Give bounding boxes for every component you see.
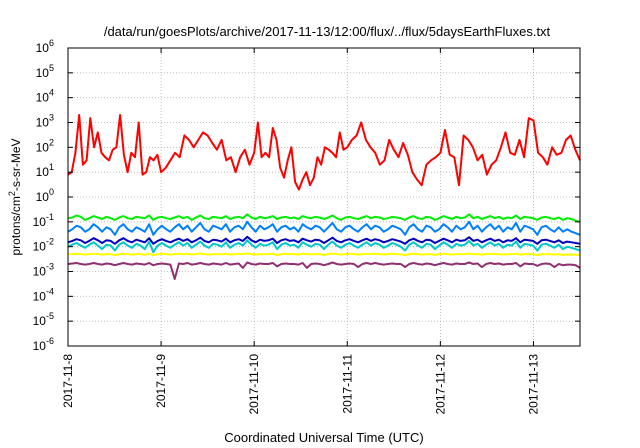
y-axis-label-rest: -s-sr-MeV xyxy=(9,138,23,191)
y-tick-label-exp: -4 xyxy=(46,286,54,296)
series-line-0 xyxy=(67,114,581,191)
y-tick-label: 10-6 xyxy=(33,336,54,353)
y-axis-label: protons/cm2-s-sr-MeV xyxy=(7,138,23,255)
x-tick-label: 2017-11-13 xyxy=(526,354,540,415)
x-axis-label: Coordinated Universal Time (UTC) xyxy=(224,430,423,445)
series-line-1 xyxy=(67,213,581,223)
y-tick-label-base: 10 xyxy=(36,91,50,105)
y-tick-label-base: 10 xyxy=(36,116,50,130)
y-tick-label-base: 10 xyxy=(33,289,47,303)
x-tick-label: 2017-11-12 xyxy=(433,354,447,415)
x-axis-ticks: 2017-11-8 2017-11-9 2017-11-10 2017-11-11 20… xyxy=(61,48,540,415)
x-tick-label: 2017-11-11 xyxy=(340,354,354,414)
y-tick-label-exp: 5 xyxy=(49,63,54,73)
y-tick-label: 106 xyxy=(36,38,54,55)
y-tick-label: 103 xyxy=(36,113,54,130)
series-line-2 xyxy=(67,220,581,236)
y-tick-label-exp: -3 xyxy=(46,262,54,272)
y-tick-label: 105 xyxy=(36,63,54,80)
y-tick-label-base: 10 xyxy=(33,215,47,229)
series-line-4 xyxy=(67,235,581,245)
y-tick-label: 10-5 xyxy=(33,311,54,328)
x-tick-label: 2017-11-10 xyxy=(247,354,261,415)
chart-title: /data/run/goesPlots/archive/2017-11-13/1… xyxy=(104,24,551,39)
y-tick-label: 104 xyxy=(36,88,54,105)
series-line-6 xyxy=(67,261,581,280)
y-tick-label: 100 xyxy=(36,187,54,204)
y-tick-label-exp: -2 xyxy=(46,237,54,247)
y-tick-label-base: 10 xyxy=(36,190,50,204)
y-tick-label: 101 xyxy=(36,162,54,179)
y-axis-ticks: 10-610-510-410-310-210-11001011021031041… xyxy=(33,38,580,353)
y-axis-label-sup: 2 xyxy=(7,191,17,196)
x-tick-label: 2017-11-9 xyxy=(154,354,168,408)
y-tick-label: 10-2 xyxy=(33,237,54,254)
series-line-5 xyxy=(68,252,581,257)
y-tick-label: 10-1 xyxy=(33,212,54,229)
y-tick-label-exp: 0 xyxy=(49,187,54,197)
y-tick-label: 10-3 xyxy=(33,262,54,279)
y-tick-label-exp: 6 xyxy=(49,38,54,48)
y-tick-label-base: 10 xyxy=(36,66,50,80)
y-tick-label-exp: -5 xyxy=(46,311,54,321)
x-tick-label: 2017-11-8 xyxy=(61,354,75,408)
series-layer xyxy=(67,114,581,280)
y-tick-label-exp: 4 xyxy=(49,88,54,98)
grid-lines xyxy=(68,48,580,346)
y-tick-label-base: 10 xyxy=(33,265,47,279)
y-tick-label-exp: 2 xyxy=(49,137,54,147)
y-tick-label: 102 xyxy=(36,137,54,154)
y-tick-label: 10-4 xyxy=(33,286,54,303)
y-tick-label-exp: 1 xyxy=(49,162,54,172)
y-tick-label-base: 10 xyxy=(36,140,50,154)
y-tick-label-base: 10 xyxy=(36,165,50,179)
y-axis-label-base: protons/cm xyxy=(9,196,23,255)
y-tick-label-base: 10 xyxy=(36,41,50,55)
y-tick-label-base: 10 xyxy=(33,240,47,254)
series-line-3 xyxy=(67,239,581,254)
y-tick-label-base: 10 xyxy=(33,314,47,328)
y-tick-label-exp: -6 xyxy=(46,336,54,346)
y-tick-label-exp: -1 xyxy=(46,212,54,222)
y-tick-label-base: 10 xyxy=(33,339,47,353)
y-tick-label-exp: 3 xyxy=(49,113,54,123)
